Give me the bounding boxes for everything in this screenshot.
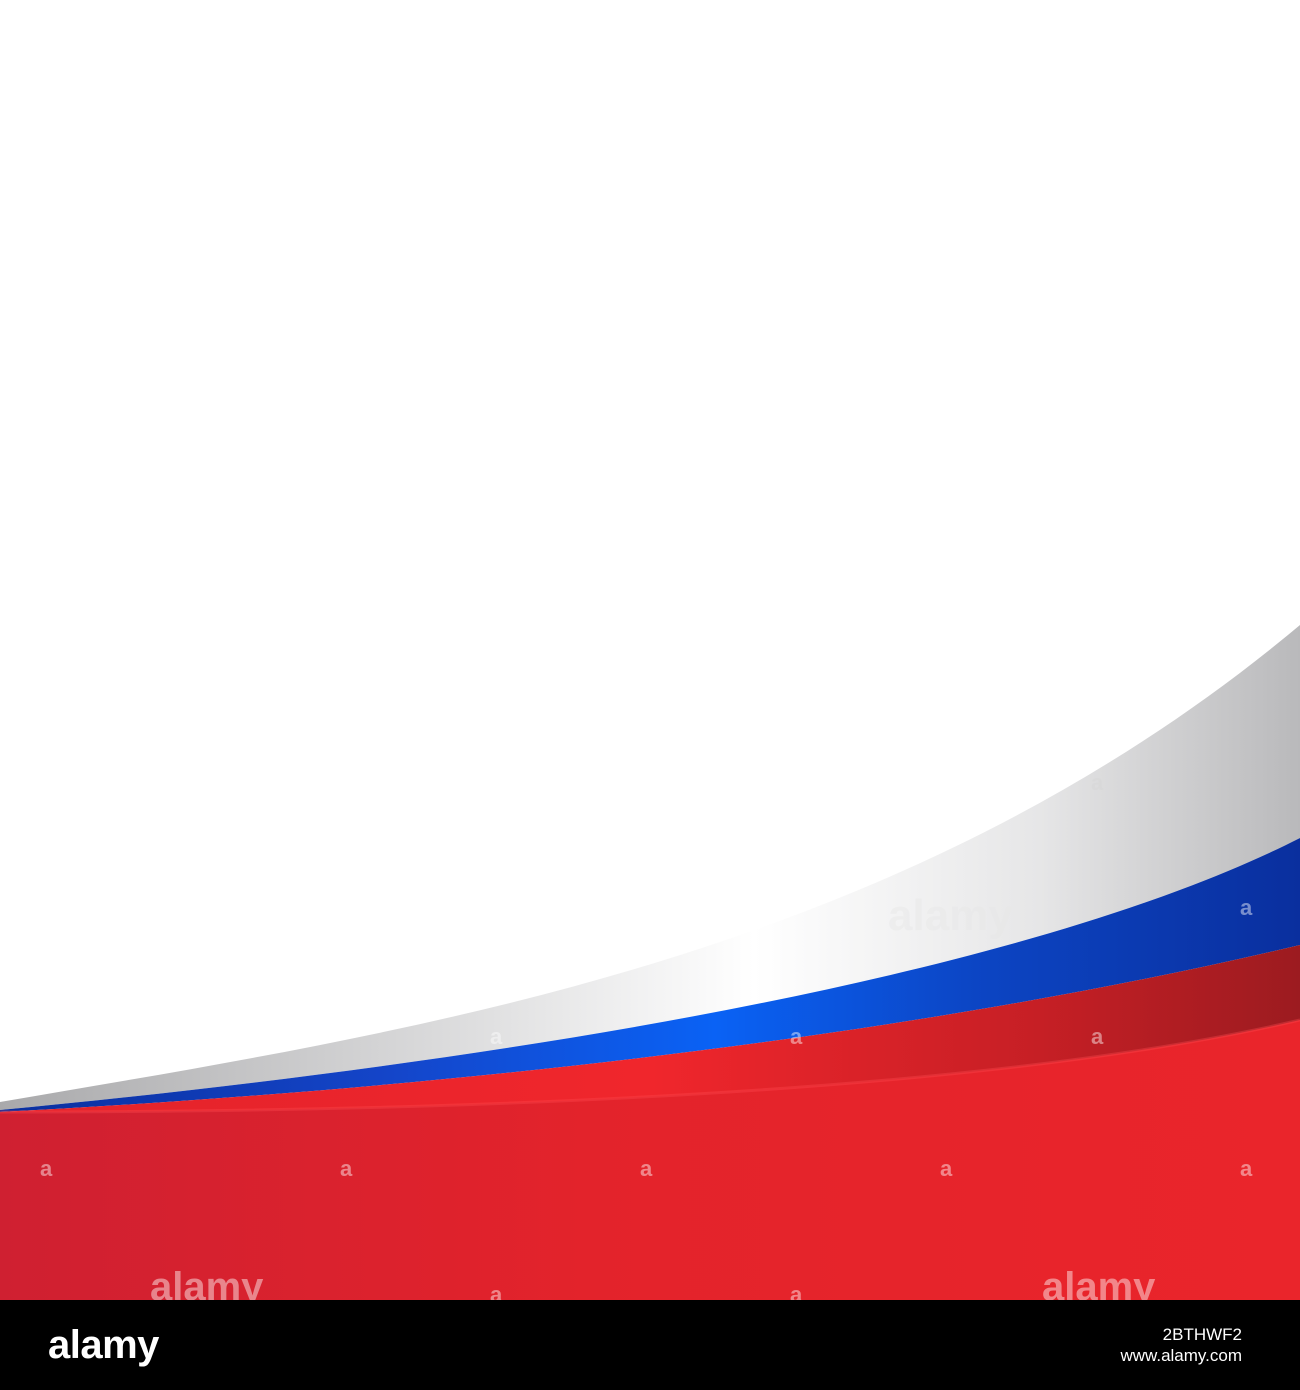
watermark-bottom-right: alamy [1042,1265,1156,1300]
watermark-small: a [1091,770,1104,795]
watermark-small: a [790,1024,803,1049]
watermark-small: a [490,1282,503,1300]
image-id: 2BTHWF2 [1162,1324,1242,1344]
russian-flag-wave-artwork: alamy a a a a a a a a a a a a alamy alam… [0,625,1300,1300]
watermark-small: a [490,1024,503,1049]
blue-band [0,838,1300,1112]
red-sheen [0,1018,1300,1114]
footer-bar: alamy 2BTHWF2 www.alamy.com [0,1300,1300,1390]
watermark-small: a [640,1156,653,1181]
watermark-bottom-left: alamy [150,1265,264,1300]
watermark-small: a [1240,1156,1253,1181]
watermark-small: a [940,1156,953,1181]
watermark-small: a [1240,895,1253,920]
site-url: www.alamy.com [1120,1346,1242,1365]
watermark-center: alamy [888,891,1013,940]
alamy-logo: alamy [48,1322,159,1367]
watermark-small: a [790,1282,803,1300]
watermark-small: a [40,1156,53,1181]
red-field [0,1020,1300,1300]
watermark-small: a [1091,1024,1104,1049]
watermark-small: a [340,1156,353,1181]
silver-band [0,625,1300,1110]
footer-info: 2BTHWF2 www.alamy.com [1120,1324,1242,1367]
